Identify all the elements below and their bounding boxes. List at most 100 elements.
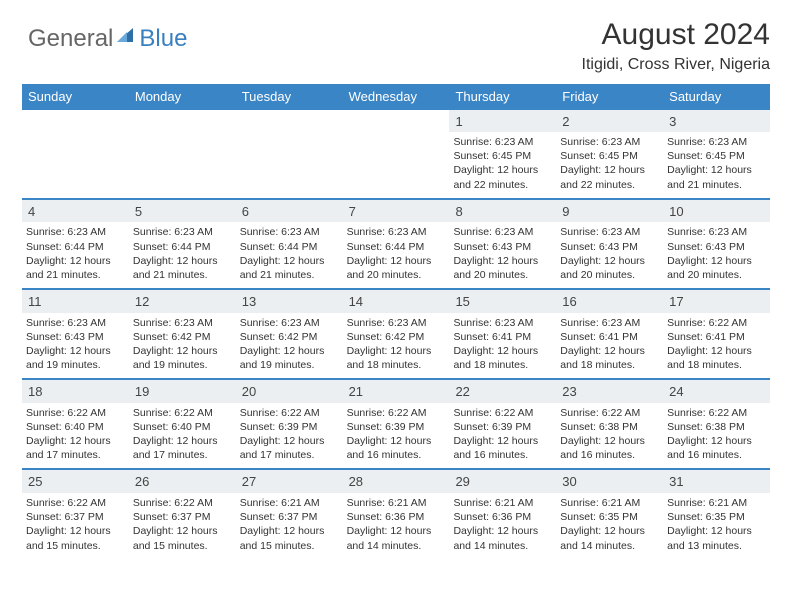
day-details-cell: Sunrise: 6:22 AMSunset: 6:38 PMDaylight:… [663,403,770,469]
sunrise-line: Sunrise: 6:23 AM [453,316,551,330]
day-number-cell: 14 [343,290,450,313]
sunrise-line: Sunrise: 6:21 AM [667,496,765,510]
sunset-line: Sunset: 6:42 PM [133,330,231,344]
daylight-line: Daylight: 12 hours and 21 minutes. [667,163,765,191]
day-details-cell: Sunrise: 6:23 AMSunset: 6:41 PMDaylight:… [556,313,663,379]
sunrise-line: Sunrise: 6:23 AM [560,225,658,239]
day-number-cell: 31 [663,470,770,493]
sunrise-line: Sunrise: 6:23 AM [240,225,338,239]
daylight-line: Daylight: 12 hours and 17 minutes. [26,434,124,462]
daylight-line: Daylight: 12 hours and 16 minutes. [453,434,551,462]
sunrise-line: Sunrise: 6:23 AM [560,135,658,149]
daylight-line: Daylight: 12 hours and 20 minutes. [347,254,445,282]
day-details-cell: Sunrise: 6:22 AMSunset: 6:40 PMDaylight:… [22,403,129,469]
day-details-cell: Sunrise: 6:23 AMSunset: 6:45 PMDaylight:… [663,132,770,198]
day-details-cell [22,132,129,198]
day-details-cell: Sunrise: 6:22 AMSunset: 6:40 PMDaylight:… [129,403,236,469]
sunset-line: Sunset: 6:37 PM [26,510,124,524]
sunrise-line: Sunrise: 6:22 AM [133,406,231,420]
day-details-cell: Sunrise: 6:23 AMSunset: 6:44 PMDaylight:… [129,222,236,288]
sunrise-line: Sunrise: 6:21 AM [347,496,445,510]
sunset-line: Sunset: 6:39 PM [347,420,445,434]
day-details-cell: Sunrise: 6:22 AMSunset: 6:37 PMDaylight:… [22,493,129,559]
daylight-line: Daylight: 12 hours and 20 minutes. [667,254,765,282]
day-number-cell: 25 [22,470,129,493]
title-block: August 2024 Itigidi, Cross River, Nigeri… [582,18,771,74]
sunset-line: Sunset: 6:37 PM [133,510,231,524]
sunrise-line: Sunrise: 6:23 AM [560,316,658,330]
day-details-cell: Sunrise: 6:22 AMSunset: 6:41 PMDaylight:… [663,313,770,379]
day-number-row: 45678910 [22,198,770,223]
daylight-line: Daylight: 12 hours and 20 minutes. [453,254,551,282]
sunrise-line: Sunrise: 6:23 AM [26,225,124,239]
day-number-cell: 28 [343,470,450,493]
day-details-row: Sunrise: 6:22 AMSunset: 6:37 PMDaylight:… [22,493,770,559]
day-number-cell: 2 [556,110,663,133]
day-number-cell: 24 [663,380,770,403]
day-number-cell: 29 [449,470,556,493]
day-details-cell: Sunrise: 6:22 AMSunset: 6:38 PMDaylight:… [556,403,663,469]
daylight-line: Daylight: 12 hours and 14 minutes. [560,524,658,552]
daylight-line: Daylight: 12 hours and 18 minutes. [560,344,658,372]
sunset-line: Sunset: 6:38 PM [560,420,658,434]
day-number-cell: 22 [449,380,556,403]
sunrise-line: Sunrise: 6:23 AM [347,225,445,239]
daylight-line: Daylight: 12 hours and 21 minutes. [26,254,124,282]
sunset-line: Sunset: 6:44 PM [240,240,338,254]
day-number-cell: 6 [236,200,343,223]
day-details-cell: Sunrise: 6:23 AMSunset: 6:43 PMDaylight:… [22,313,129,379]
daylight-line: Daylight: 12 hours and 15 minutes. [240,524,338,552]
weekday-header: Sunday [22,84,129,110]
daylight-line: Daylight: 12 hours and 22 minutes. [560,163,658,191]
day-number-row: 18192021222324 [22,378,770,403]
day-details-cell: Sunrise: 6:22 AMSunset: 6:39 PMDaylight:… [236,403,343,469]
daylight-line: Daylight: 12 hours and 22 minutes. [453,163,551,191]
brand-text-1: General [28,25,113,53]
sunrise-line: Sunrise: 6:22 AM [26,496,124,510]
day-details-cell: Sunrise: 6:23 AMSunset: 6:41 PMDaylight:… [449,313,556,379]
day-details-cell: Sunrise: 6:23 AMSunset: 6:42 PMDaylight:… [343,313,450,379]
day-number-cell: 12 [129,290,236,313]
day-number-cell: 11 [22,290,129,313]
daylight-line: Daylight: 12 hours and 18 minutes. [347,344,445,372]
sunset-line: Sunset: 6:45 PM [560,149,658,163]
sunrise-line: Sunrise: 6:22 AM [667,316,765,330]
sunset-line: Sunset: 6:44 PM [347,240,445,254]
sunrise-line: Sunrise: 6:23 AM [453,135,551,149]
sunset-line: Sunset: 6:39 PM [453,420,551,434]
weekday-header: Tuesday [236,84,343,110]
day-number-cell: 26 [129,470,236,493]
sunrise-line: Sunrise: 6:23 AM [240,316,338,330]
sunset-line: Sunset: 6:40 PM [133,420,231,434]
location-subtitle: Itigidi, Cross River, Nigeria [582,56,771,74]
day-number-cell: 17 [663,290,770,313]
daylight-line: Daylight: 12 hours and 21 minutes. [133,254,231,282]
day-number-cell: 19 [129,380,236,403]
sunset-line: Sunset: 6:45 PM [667,149,765,163]
sunset-line: Sunset: 6:37 PM [240,510,338,524]
daylight-line: Daylight: 12 hours and 19 minutes. [26,344,124,372]
sunrise-line: Sunrise: 6:22 AM [453,406,551,420]
daylight-line: Daylight: 12 hours and 18 minutes. [667,344,765,372]
sunrise-line: Sunrise: 6:22 AM [560,406,658,420]
sunset-line: Sunset: 6:43 PM [26,330,124,344]
day-details-cell: Sunrise: 6:22 AMSunset: 6:39 PMDaylight:… [343,403,450,469]
sunrise-line: Sunrise: 6:21 AM [560,496,658,510]
weekday-header: Monday [129,84,236,110]
day-details-cell: Sunrise: 6:23 AMSunset: 6:44 PMDaylight:… [343,222,450,288]
sunset-line: Sunset: 6:38 PM [667,420,765,434]
sail-icon [115,24,137,53]
sunrise-line: Sunrise: 6:23 AM [453,225,551,239]
day-details-row: Sunrise: 6:23 AMSunset: 6:43 PMDaylight:… [22,313,770,379]
day-details-cell: Sunrise: 6:21 AMSunset: 6:35 PMDaylight:… [556,493,663,559]
sunset-line: Sunset: 6:45 PM [453,149,551,163]
daylight-line: Daylight: 12 hours and 19 minutes. [240,344,338,372]
day-number-cell [22,110,129,133]
day-number-cell: 3 [663,110,770,133]
sunset-line: Sunset: 6:35 PM [560,510,658,524]
day-number-cell: 8 [449,200,556,223]
weekday-header: Saturday [663,84,770,110]
day-details-cell: Sunrise: 6:21 AMSunset: 6:37 PMDaylight:… [236,493,343,559]
daylight-line: Daylight: 12 hours and 16 minutes. [347,434,445,462]
day-number-cell: 7 [343,200,450,223]
